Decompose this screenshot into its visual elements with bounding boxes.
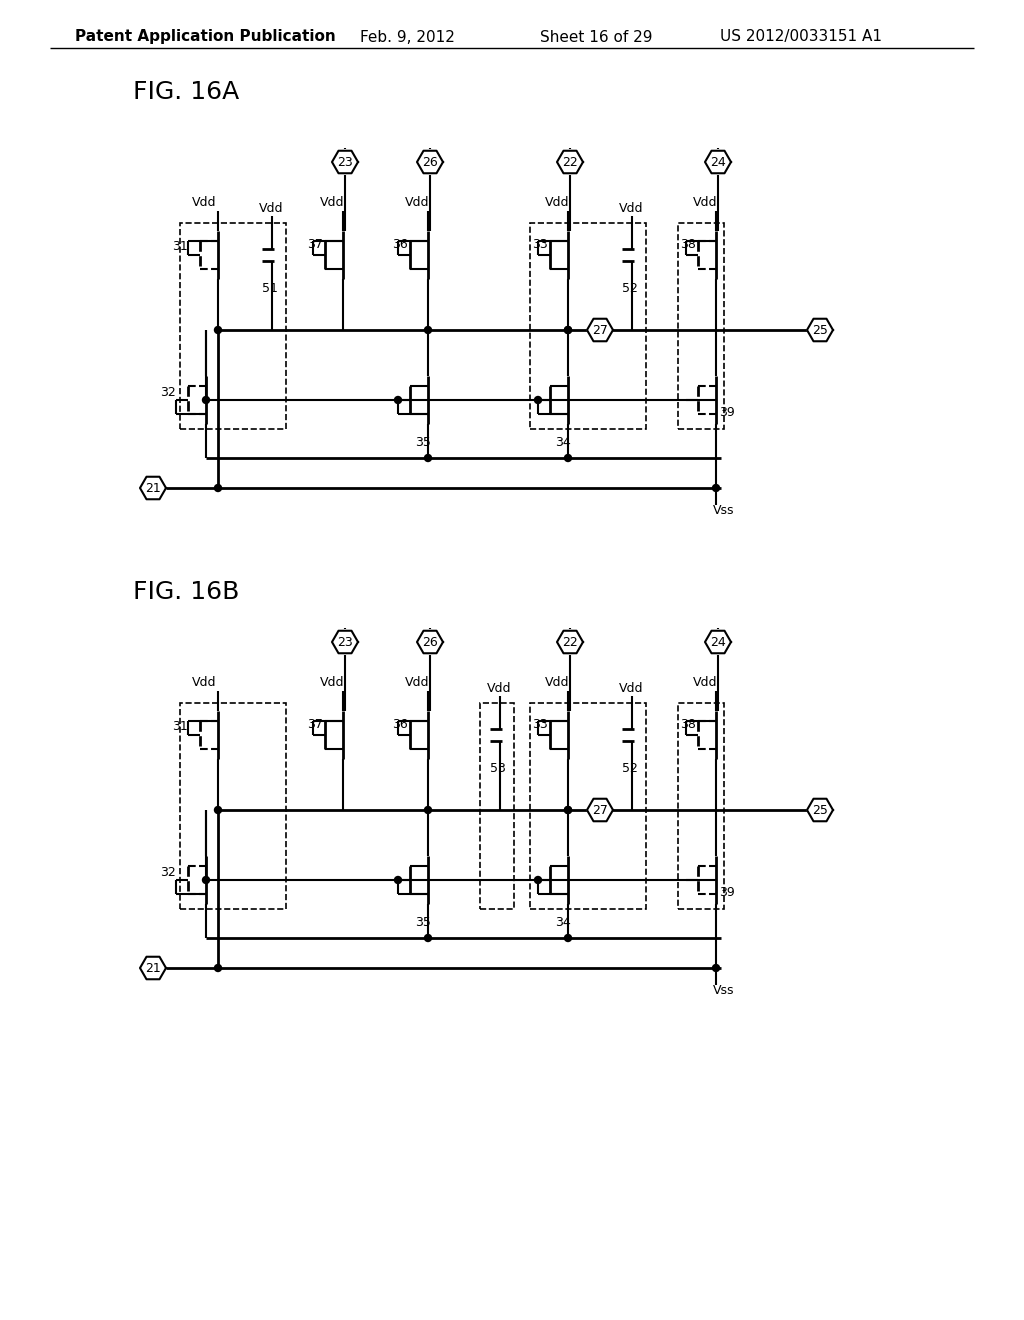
Text: FIG. 16B: FIG. 16B <box>133 579 240 605</box>
Text: 21: 21 <box>145 961 161 974</box>
Text: Vdd: Vdd <box>319 197 344 210</box>
Text: 32: 32 <box>160 866 176 879</box>
Text: 34: 34 <box>555 916 570 928</box>
Text: Vss: Vss <box>713 983 734 997</box>
Circle shape <box>425 454 431 462</box>
Polygon shape <box>587 318 613 342</box>
Text: Patent Application Publication: Patent Application Publication <box>75 29 336 45</box>
Circle shape <box>394 396 401 404</box>
Text: 36: 36 <box>392 718 408 731</box>
Text: Vdd: Vdd <box>693 197 718 210</box>
Text: 36: 36 <box>392 239 408 252</box>
Text: 25: 25 <box>812 323 828 337</box>
Text: 26: 26 <box>422 156 438 169</box>
Polygon shape <box>557 150 583 173</box>
Text: Vdd: Vdd <box>406 676 429 689</box>
Text: 27: 27 <box>592 804 608 817</box>
Polygon shape <box>332 631 358 653</box>
Text: 31: 31 <box>172 240 187 253</box>
Text: 27: 27 <box>592 323 608 337</box>
Text: Vdd: Vdd <box>545 197 569 210</box>
Text: Vdd: Vdd <box>693 676 718 689</box>
Text: 53: 53 <box>490 762 506 775</box>
Text: 33: 33 <box>532 239 548 252</box>
Circle shape <box>425 935 431 941</box>
Circle shape <box>564 807 571 813</box>
Circle shape <box>203 396 210 404</box>
Text: 35: 35 <box>415 436 431 449</box>
Text: 39: 39 <box>719 405 735 418</box>
Circle shape <box>564 326 571 334</box>
Text: Vdd: Vdd <box>259 202 284 214</box>
Polygon shape <box>557 631 583 653</box>
Circle shape <box>564 935 571 941</box>
Text: 23: 23 <box>337 635 353 648</box>
Text: Vdd: Vdd <box>406 197 429 210</box>
Text: Vdd: Vdd <box>618 681 643 694</box>
Text: Vdd: Vdd <box>193 676 216 689</box>
Text: Vdd: Vdd <box>618 202 643 214</box>
Polygon shape <box>807 318 833 342</box>
Text: 32: 32 <box>160 385 176 399</box>
Circle shape <box>203 876 210 883</box>
Circle shape <box>564 454 571 462</box>
Circle shape <box>214 484 221 491</box>
Text: 31: 31 <box>172 721 187 734</box>
Circle shape <box>394 876 401 883</box>
Text: 38: 38 <box>680 239 696 252</box>
Circle shape <box>425 326 431 334</box>
Polygon shape <box>140 477 166 499</box>
Circle shape <box>535 396 542 404</box>
Text: 34: 34 <box>555 436 570 449</box>
Text: US 2012/0033151 A1: US 2012/0033151 A1 <box>720 29 882 45</box>
Text: 52: 52 <box>622 762 638 775</box>
Circle shape <box>425 807 431 813</box>
Circle shape <box>564 807 571 813</box>
Circle shape <box>713 965 720 972</box>
Polygon shape <box>705 150 731 173</box>
Text: 38: 38 <box>680 718 696 731</box>
Polygon shape <box>807 799 833 821</box>
Text: 37: 37 <box>307 718 323 731</box>
Text: Vdd: Vdd <box>487 681 512 694</box>
Text: 33: 33 <box>532 718 548 731</box>
Text: FIG. 16A: FIG. 16A <box>133 81 240 104</box>
Text: 24: 24 <box>710 635 726 648</box>
Polygon shape <box>417 631 443 653</box>
Text: 24: 24 <box>710 156 726 169</box>
Circle shape <box>214 326 221 334</box>
Circle shape <box>713 484 720 491</box>
Text: 26: 26 <box>422 635 438 648</box>
Text: 21: 21 <box>145 482 161 495</box>
Polygon shape <box>705 631 731 653</box>
Text: 35: 35 <box>415 916 431 928</box>
Text: 25: 25 <box>812 804 828 817</box>
Text: 52: 52 <box>622 281 638 294</box>
Polygon shape <box>140 957 166 979</box>
Text: 22: 22 <box>562 635 578 648</box>
Circle shape <box>535 876 542 883</box>
Text: 37: 37 <box>307 239 323 252</box>
Circle shape <box>214 965 221 972</box>
Text: 51: 51 <box>262 281 278 294</box>
Text: Vdd: Vdd <box>193 197 216 210</box>
Circle shape <box>214 807 221 813</box>
Polygon shape <box>332 150 358 173</box>
Text: Vdd: Vdd <box>319 676 344 689</box>
Text: 39: 39 <box>719 886 735 899</box>
Polygon shape <box>587 799 613 821</box>
Circle shape <box>564 326 571 334</box>
Text: 22: 22 <box>562 156 578 169</box>
Text: Feb. 9, 2012: Feb. 9, 2012 <box>360 29 455 45</box>
Text: Vss: Vss <box>713 503 734 516</box>
Text: Vdd: Vdd <box>545 676 569 689</box>
Polygon shape <box>417 150 443 173</box>
Text: Sheet 16 of 29: Sheet 16 of 29 <box>540 29 652 45</box>
Text: 23: 23 <box>337 156 353 169</box>
